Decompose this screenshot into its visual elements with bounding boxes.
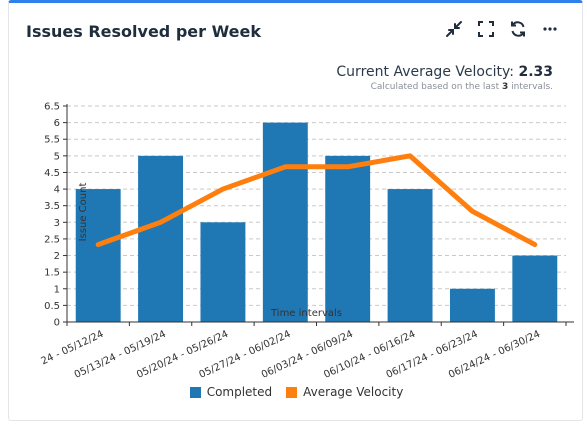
chart-widget-card: Issues Resolved per Week [8, 0, 583, 421]
velocity-value: 2.33 [518, 64, 553, 80]
collapse-button[interactable] [444, 19, 464, 39]
y-tick-label: 2.5 [44, 234, 60, 245]
velocity-point [221, 188, 224, 191]
more-icon [541, 20, 559, 38]
velocity-point [97, 243, 100, 246]
bar-completed [75, 189, 121, 322]
legend-swatch-completed [189, 386, 201, 398]
widget-title: Issues Resolved per Week [26, 22, 261, 41]
y-tick-label: 4.5 [44, 168, 60, 179]
fullscreen-button[interactable] [476, 19, 496, 39]
widget-toolbar [444, 19, 560, 39]
y-tick-label: 3.5 [44, 201, 60, 212]
collapse-icon [445, 20, 463, 38]
y-tick-label: 2 [54, 251, 60, 262]
velocity-point [409, 154, 412, 157]
bar-completed [512, 255, 558, 322]
y-tick-label: 0 [54, 318, 60, 329]
bar-completed [262, 122, 308, 322]
calc-note-suffix: intervals. [508, 82, 553, 92]
bar-completed [138, 155, 184, 322]
fullscreen-icon [477, 20, 495, 38]
y-tick-label: 0.5 [44, 301, 60, 312]
legend-item-completed[interactable]: Completed [189, 385, 273, 399]
velocity-point [159, 221, 162, 224]
bar-completed [449, 288, 495, 322]
chart-plot: 00.511.522.533.544.555.566.524 - 05/12/2… [40, 102, 574, 381]
velocity-point [533, 243, 536, 246]
y-tick-label: 5 [54, 151, 60, 162]
legend-swatch-velocity [286, 386, 298, 398]
y-tick-label: 6 [54, 118, 60, 129]
velocity-line [95, 153, 538, 248]
y-tick-label: 6.5 [44, 102, 60, 113]
velocity-point [346, 165, 349, 168]
bar-completed [325, 155, 371, 322]
y-tick-label: 4 [54, 185, 60, 196]
refresh-button[interactable] [508, 19, 528, 39]
refresh-icon [509, 20, 527, 38]
y-axis-title: Issue Count [78, 183, 89, 242]
velocity-summary: Current Average Velocity: 2.33 Calculate… [336, 64, 553, 92]
more-button[interactable] [540, 19, 560, 39]
calc-note-count: 3 [502, 82, 509, 92]
calc-note-prefix: Calculated based on the last [370, 82, 502, 92]
chart-legend: Completed Average Velocity [9, 385, 584, 399]
x-axis-title: Time intervals [270, 308, 342, 319]
y-tick-label: 3 [54, 218, 60, 229]
legend-item-velocity[interactable]: Average Velocity [286, 385, 403, 399]
legend-label-completed: Completed [206, 385, 273, 399]
y-tick-label: 5.5 [44, 135, 60, 146]
bar-completed [200, 222, 246, 322]
velocity-point [471, 210, 474, 213]
y-tick-label: 1.5 [44, 268, 60, 279]
bar-completed [387, 189, 433, 322]
velocity-label: Current Average Velocity: [336, 64, 519, 80]
y-tick-label: 1 [54, 284, 60, 295]
legend-label-velocity: Average Velocity [303, 385, 404, 399]
velocity-point [284, 165, 287, 168]
